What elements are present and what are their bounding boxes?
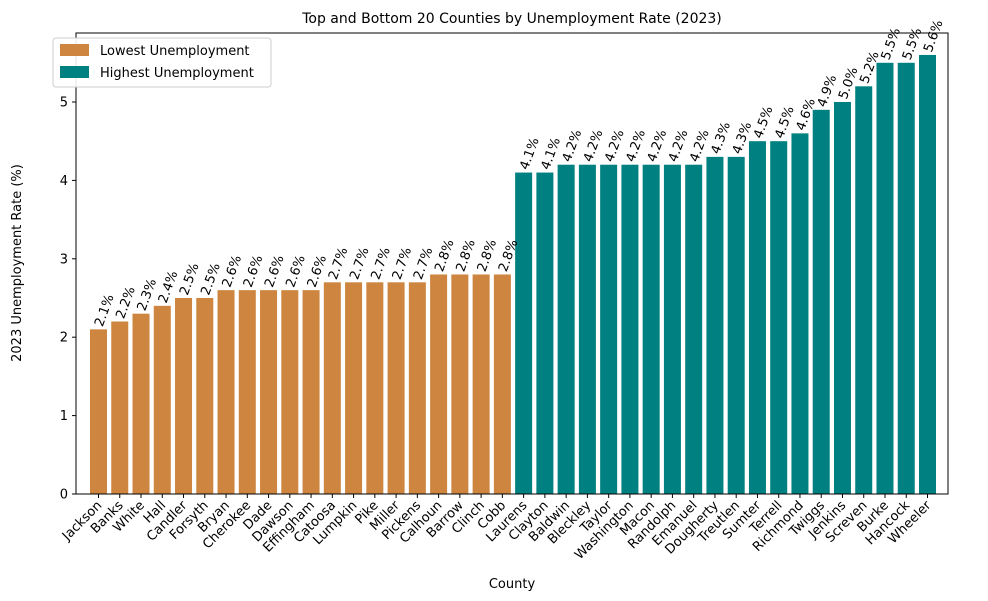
bar-baldwin: [557, 164, 575, 494]
y-tick-label: 4: [60, 174, 68, 189]
y-axis: 0 1 2 3 4 5: [60, 95, 76, 503]
bar-wheeler: [918, 54, 937, 494]
bar-pickens: [408, 282, 426, 494]
bar-randolph: [663, 164, 681, 494]
bar-effingham: [302, 290, 320, 494]
bar-burke: [876, 62, 894, 495]
bar-sumter: [748, 141, 766, 494]
x-axis: JacksonBanksWhiteHallCandlerForsythBryan…: [59, 494, 935, 563]
bar-lumpkin: [345, 282, 363, 494]
y-tick-label: 5: [60, 95, 68, 110]
bar-bryan: [217, 290, 235, 494]
bars-layer: [89, 54, 937, 495]
legend-label-highest: Highest Unemployment: [100, 66, 254, 81]
bar-banks: [111, 321, 129, 494]
y-axis-label: 2023 Unemployment Rate (%): [10, 164, 25, 362]
bar-emanuel: [685, 164, 703, 494]
x-axis-label: County: [489, 577, 536, 592]
bar-cherokee: [238, 290, 256, 494]
bar-dougherty: [706, 156, 724, 494]
bar-jackson: [89, 329, 108, 494]
bar-hancock: [897, 62, 915, 495]
bar-jenkins: [833, 101, 851, 494]
bar-clayton: [536, 172, 554, 494]
bar-washington: [621, 164, 639, 494]
bar-taylor: [600, 164, 618, 494]
bar-twiggs: [812, 109, 830, 494]
legend-label-lowest: Lowest Unemployment: [100, 44, 250, 59]
bar-laurens: [515, 172, 533, 494]
chart-title: Top and Bottom 20 Counties by Unemployme…: [301, 11, 722, 27]
y-tick-label: 0: [60, 488, 68, 503]
legend-box: [52, 37, 272, 88]
bar-miller: [387, 282, 405, 494]
legend: Lowest Unemployment Highest Unemployment: [52, 37, 272, 88]
bar-bleckley: [578, 164, 596, 494]
bar-white: [132, 313, 150, 494]
bar-cobb: [493, 274, 511, 494]
bar-terrell: [770, 141, 788, 494]
bar-hall: [153, 305, 171, 494]
data-label: 5.6%: [921, 18, 946, 54]
bar-calhoun: [430, 274, 448, 494]
y-tick-label: 2: [60, 331, 68, 346]
bar-treutlen: [727, 156, 745, 494]
bar-forsyth: [196, 297, 214, 494]
bar-pike: [366, 282, 384, 494]
legend-swatch-highest: [60, 66, 89, 78]
plot-frame: [75, 32, 949, 495]
bar-richmond: [791, 133, 809, 494]
bar-dade: [260, 290, 278, 494]
bar-catoosa: [323, 282, 341, 494]
y-tick-label: 3: [60, 252, 68, 267]
legend-swatch-lowest: [60, 44, 89, 56]
bar-candler: [175, 297, 193, 494]
bar-barrow: [451, 274, 469, 494]
bar-macon: [642, 164, 660, 494]
bar-screven: [855, 86, 873, 494]
bar-dawson: [281, 290, 299, 494]
y-tick-label: 1: [60, 409, 68, 424]
bar-clinch: [472, 274, 490, 494]
